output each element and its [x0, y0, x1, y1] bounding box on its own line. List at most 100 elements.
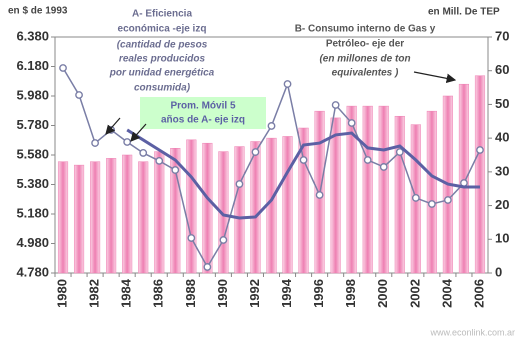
y2-tick-label: 10	[495, 231, 509, 246]
point	[476, 146, 484, 154]
bar	[458, 83, 470, 274]
point	[267, 122, 276, 130]
right-unit: en Mill. De TEP	[428, 7, 500, 18]
point	[139, 149, 148, 157]
bar	[154, 151, 165, 274]
point	[379, 163, 388, 171]
line	[126, 128, 480, 220]
x-tick-label: 1994	[279, 278, 294, 308]
y-tick-label: 6.380	[16, 28, 49, 43]
x-tick-label: 1986	[151, 279, 166, 308]
y2-tick-label: 50	[495, 96, 509, 111]
annotation-a: económica -eje izq	[118, 24, 207, 35]
point	[283, 80, 292, 88]
arrow	[130, 123, 147, 142]
y-tick-label: 4.980	[16, 235, 49, 250]
point	[155, 156, 164, 165]
x-tick-label: 2006	[471, 279, 486, 308]
y2-tick-label: 30	[495, 163, 509, 178]
annotation-ma: años de A- eje izq	[161, 115, 245, 126]
point	[444, 196, 452, 204]
y-tick-label: 5.980	[16, 87, 49, 102]
point	[411, 194, 420, 202]
annotation-b: (en millones de ton	[319, 54, 410, 65]
annotation-ma: Prom. Móvil 5	[170, 101, 235, 112]
arrow	[105, 117, 121, 135]
y2-tick-label: 20	[495, 197, 509, 212]
point	[347, 119, 356, 127]
source: www.econlink.com.ar	[429, 327, 515, 337]
annotation-b: Petróleo- eje der	[326, 39, 404, 50]
point	[427, 200, 436, 208]
y-tick-label: 5.780	[16, 117, 49, 132]
point	[91, 139, 99, 147]
point	[59, 64, 67, 72]
point	[251, 148, 260, 156]
bar	[394, 115, 405, 274]
y-tick-label: 5.180	[16, 205, 49, 220]
annotation-a: reales producidos	[119, 54, 206, 65]
annotation-a: consumida)	[134, 83, 191, 94]
x-tick-label: 1998	[343, 279, 358, 308]
bar	[282, 136, 293, 274]
y2-tick-label: 40	[495, 130, 509, 145]
y2-tick-label: 0	[495, 264, 502, 279]
x-tick-label: 1992	[247, 279, 262, 308]
annotation-a: A- Eficiencia	[132, 9, 192, 20]
y-tick-label: 4.780	[16, 264, 49, 279]
bar	[170, 148, 181, 274]
x-tick-label: 2002	[407, 279, 422, 308]
bar	[362, 105, 373, 274]
x-tick-label: 1990	[215, 279, 230, 308]
point	[235, 180, 244, 188]
bar	[378, 105, 389, 274]
point	[75, 91, 83, 99]
point	[203, 263, 212, 271]
annotation-b: B- Consumo interno de Gas y	[295, 24, 436, 35]
x-tick-label: 1984	[119, 278, 134, 308]
x-tick-label: 1980	[54, 279, 69, 308]
point	[123, 138, 132, 146]
x-tick-label: 1988	[183, 279, 198, 308]
bar	[250, 141, 261, 274]
bar	[346, 105, 357, 274]
point	[331, 101, 340, 109]
annotation-b: equivalentes )	[332, 68, 399, 79]
bar	[90, 161, 101, 274]
annotation-box	[140, 97, 266, 129]
x-tick-label: 2004	[439, 278, 454, 308]
x-tick-label: 1996	[311, 279, 326, 308]
bar	[138, 161, 149, 274]
bar	[202, 142, 213, 274]
bar	[474, 75, 486, 274]
y-tick-label: 5.580	[16, 146, 49, 161]
y-tick-label: 5.380	[16, 176, 49, 191]
bar	[57, 161, 69, 274]
arrow	[413, 71, 457, 84]
bar	[234, 146, 245, 274]
point	[171, 166, 180, 174]
bar	[106, 158, 117, 274]
point	[219, 236, 228, 244]
point	[363, 156, 372, 164]
annotation-a: (cantidad de pesos	[117, 40, 208, 51]
y-tick-label: 6.180	[16, 58, 49, 73]
bar	[330, 117, 341, 274]
bar	[73, 164, 85, 274]
y2-tick-label: 60	[495, 62, 509, 77]
point	[395, 148, 404, 156]
bar	[122, 154, 133, 274]
x-tick-label: 2000	[375, 279, 390, 308]
x-tick-label: 1982	[87, 279, 102, 308]
bar	[426, 110, 437, 274]
left-unit: en $ de 1993	[8, 6, 68, 17]
bar	[186, 139, 197, 274]
bar	[298, 127, 309, 274]
y2-tick-label: 70	[495, 28, 509, 43]
annotation-a: por unidad energética	[109, 68, 215, 79]
point	[315, 191, 324, 199]
bar	[218, 151, 229, 274]
point	[299, 156, 308, 164]
point	[187, 234, 196, 242]
